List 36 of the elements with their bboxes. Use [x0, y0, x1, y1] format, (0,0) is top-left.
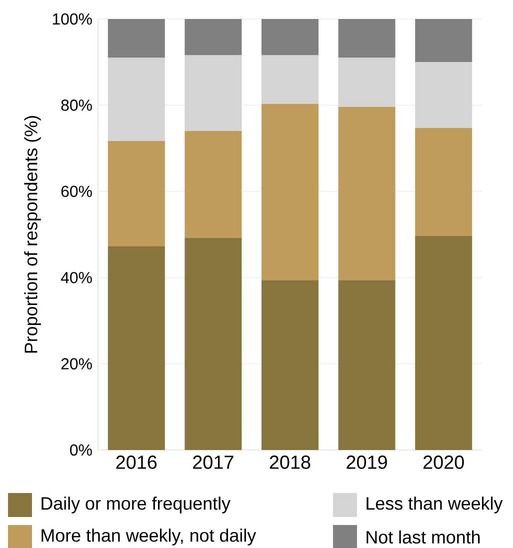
x-tick-label: 2020	[424, 456, 464, 469]
bar	[108, 18, 165, 58]
bar	[262, 55, 318, 104]
bar	[262, 18, 318, 56]
bar	[108, 140, 165, 246]
bar	[338, 18, 396, 58]
bar	[184, 55, 242, 132]
y-tick-label: 80%	[61, 100, 92, 111]
y-tick-label: 100%	[52, 13, 92, 25]
legend-label: More than weekly, not daily	[42, 528, 256, 546]
y-tick-label: 20%	[61, 358, 92, 370]
legend-label: Less than weekly	[366, 496, 503, 514]
bar	[415, 62, 472, 128]
bar	[262, 280, 318, 450]
bar	[338, 106, 396, 280]
bar	[415, 236, 472, 450]
y-tick-label: 0%	[70, 444, 92, 456]
y-tick-label: 60%	[61, 186, 92, 198]
legend-label: Daily or more frequently	[42, 496, 230, 514]
bar	[415, 18, 472, 62]
legend-label: Not last month	[366, 530, 480, 544]
x-tick-label: 2016	[116, 456, 157, 469]
bar	[108, 58, 165, 141]
bar	[184, 238, 242, 450]
x-tick-label: 2019	[346, 456, 387, 469]
y-tick-label: 40%	[60, 272, 92, 284]
y-axis-title: Proportion of respondents (%)	[24, 116, 41, 353]
x-tick-label: 2018	[270, 456, 310, 469]
bar	[415, 128, 472, 236]
x-tick-label: 2017	[193, 456, 234, 469]
bar	[338, 58, 396, 107]
bar	[262, 104, 318, 280]
bar	[184, 18, 242, 56]
bar	[108, 246, 165, 450]
bar	[184, 131, 242, 238]
bar	[338, 280, 396, 450]
